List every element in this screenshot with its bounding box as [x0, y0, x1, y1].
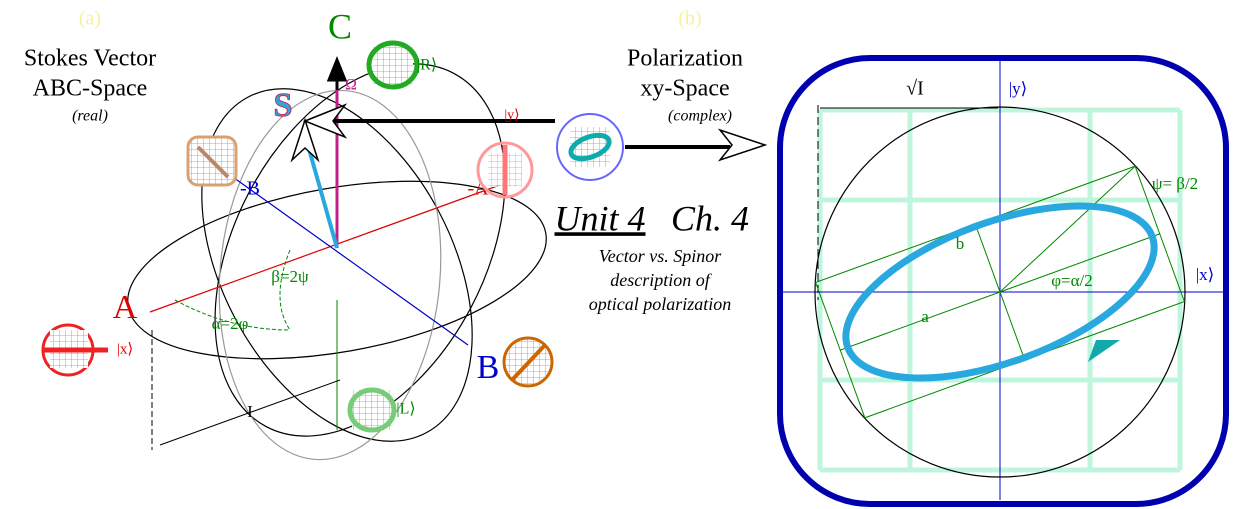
subtitle: (complex)	[668, 108, 732, 125]
axis-label: A	[113, 289, 138, 326]
subtitle: (real)	[72, 108, 108, 125]
psi-label: ψ= β/2	[1152, 174, 1198, 193]
state-label: |x⟩	[117, 341, 133, 357]
intensity-label: I	[247, 402, 253, 421]
axis-label: B	[477, 349, 500, 386]
unit: Unit 4	[554, 198, 645, 238]
axis-label: |y⟩	[1009, 79, 1028, 98]
frame	[780, 58, 1226, 504]
icon-r: |R⟩	[369, 43, 437, 87]
semi-major-label: a	[921, 307, 929, 326]
icon-diag	[188, 137, 236, 185]
chapter: Ch. 4	[671, 198, 749, 238]
subtitle: Vector vs. Spinor	[599, 246, 722, 266]
title: ABC-Space	[33, 76, 148, 102]
axis-label: C	[328, 6, 352, 46]
panel-label: (a)	[79, 8, 101, 30]
chapter-title: Unit 4 Ch. 4 Vector vs. Spinor descripti…	[554, 198, 749, 314]
sqrt-i-label: √I	[906, 78, 924, 100]
title: Polarization	[627, 46, 743, 72]
omega-label: Ω	[345, 77, 357, 94]
semi-minor-label: b	[956, 234, 965, 253]
s-label: S	[274, 87, 293, 124]
beta-label: β=2ψ	[271, 267, 309, 286]
ellipse-arrow	[1088, 340, 1120, 362]
icon-x: |x⟩	[42, 325, 133, 375]
title: xy-Space	[640, 76, 729, 102]
c-arrow	[329, 60, 345, 90]
alpha-label: α=2φ	[212, 314, 249, 333]
icon-anti	[504, 338, 552, 386]
panel-label: (b)	[678, 8, 701, 30]
sphere	[114, 15, 564, 487]
axis-label: |x⟩	[1196, 265, 1215, 284]
state-label: |y⟩	[504, 108, 519, 123]
state-label: |R⟩	[417, 57, 437, 74]
diagram: (a) Stokes Vector ABC-Space (real) C Ω S…	[0, 0, 1236, 509]
state-label: |L⟩	[396, 401, 415, 418]
phi-label: φ=α/2	[1051, 271, 1093, 290]
subtitle: description of	[610, 270, 712, 290]
title: Stokes Vector	[24, 46, 156, 72]
subtitle: optical polarization	[589, 294, 732, 314]
axis-label: -B	[240, 178, 260, 200]
icon-ellipse	[557, 114, 623, 180]
